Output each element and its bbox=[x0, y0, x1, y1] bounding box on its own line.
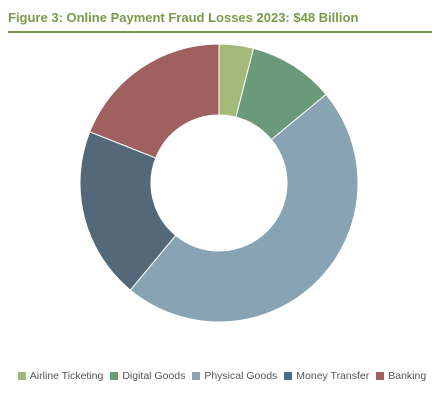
donut-slices bbox=[79, 43, 359, 323]
legend-swatch bbox=[376, 372, 385, 380]
legend-item-money-transfer: Money Transfer bbox=[284, 370, 369, 382]
title-underline bbox=[8, 31, 432, 33]
donut-chart bbox=[79, 43, 359, 323]
legend-label: Money Transfer bbox=[296, 370, 370, 382]
legend-label: Banking bbox=[388, 370, 427, 382]
legend-label: Airline Ticketing bbox=[29, 370, 104, 382]
legend-swatch bbox=[192, 372, 201, 380]
legend-item-physical-goods: Physical Goods bbox=[192, 370, 277, 382]
legend-swatch bbox=[110, 372, 119, 380]
legend-swatch bbox=[284, 372, 293, 380]
slice-banking bbox=[89, 43, 220, 159]
chart-legend: Airline Ticketing Digital Goods Physical G… bbox=[0, 370, 444, 382]
slice-physical-goods bbox=[129, 93, 359, 323]
legend-swatch bbox=[17, 372, 26, 380]
legend-item-airline-ticketing: Airline Ticketing bbox=[17, 370, 104, 382]
legend-item-digital-goods: Digital Goods bbox=[110, 370, 185, 382]
legend-label: Physical Goods bbox=[204, 370, 278, 382]
chart-title: Figure 3: Online Payment Fraud Losses 20… bbox=[8, 10, 359, 25]
legend-label: Digital Goods bbox=[122, 370, 186, 382]
slice-money-transfer bbox=[79, 131, 177, 291]
legend-item-banking: Banking bbox=[376, 370, 426, 382]
